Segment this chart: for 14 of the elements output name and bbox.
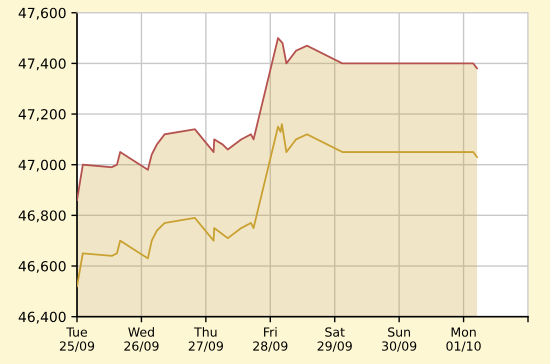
x-tick-label: Mon 01/10	[446, 327, 481, 352]
x-tick-label: Sat 29/09	[318, 327, 352, 352]
y-tick-label: 46,400	[18, 312, 66, 324]
y-tick-label: 47,000	[18, 160, 66, 172]
y-tick-label: 47,600	[18, 8, 66, 20]
y-tick-label: 46,600	[18, 260, 66, 273]
x-tick-label: Tue 25/09	[60, 327, 94, 352]
x-tick-label: Sun 30/09	[382, 327, 416, 352]
x-tick-label: Wed 26/09	[124, 327, 159, 352]
y-tick-label: 47,400	[18, 58, 66, 70]
x-tick-label: Fri 28/09	[253, 327, 288, 352]
y-tick-label: 46,800	[18, 210, 66, 222]
x-tick-label: Thu 27/09	[188, 327, 223, 352]
y-tick-label: 47,200	[18, 109, 66, 121]
